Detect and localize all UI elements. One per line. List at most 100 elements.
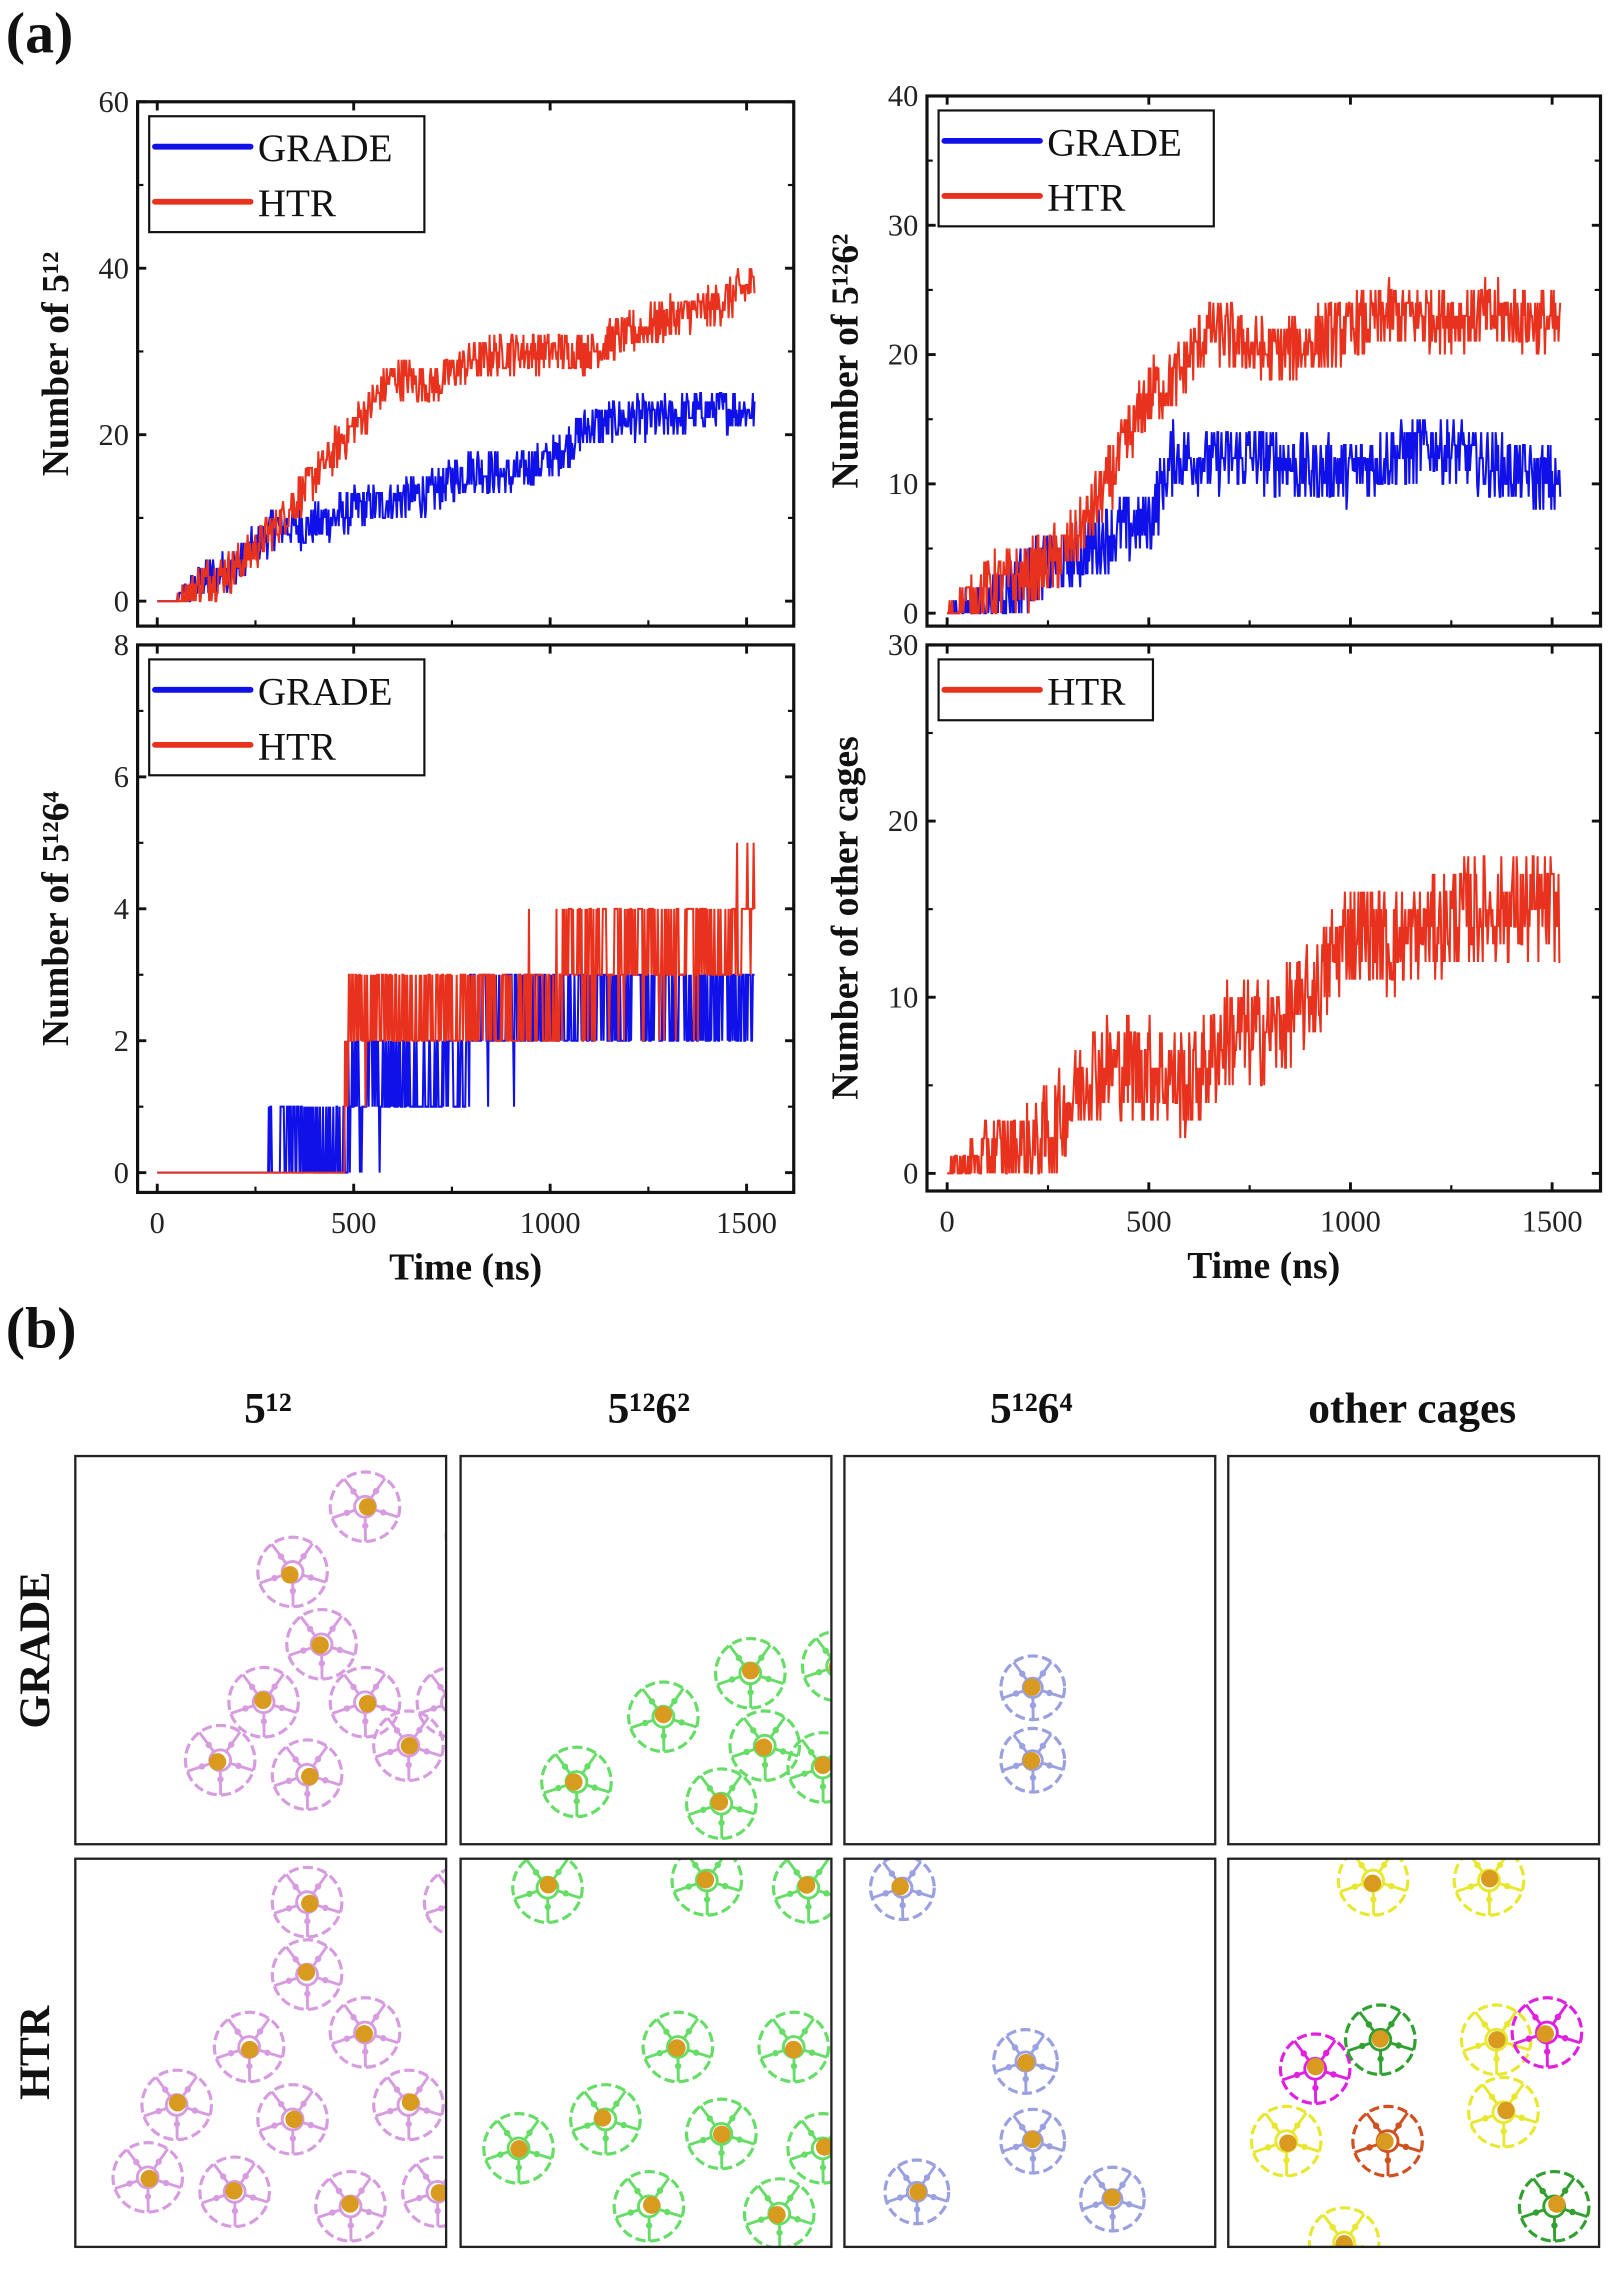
y-tick-label: 40 bbox=[99, 251, 129, 285]
cage-atom bbox=[897, 2194, 904, 2201]
cage-atom bbox=[1092, 2201, 1099, 2208]
cage-inner bbox=[135, 2165, 160, 2190]
cage-bond bbox=[491, 1539, 514, 1546]
cage bbox=[270, 1865, 344, 1939]
guest-molecule bbox=[208, 1753, 227, 1771]
cage-ring bbox=[684, 1767, 758, 1841]
cage-atom bbox=[289, 1587, 297, 1595]
cage-bond bbox=[745, 2215, 770, 2227]
cage-bond bbox=[906, 1860, 922, 1881]
row-header: GRADE bbox=[11, 1572, 59, 1729]
cage-bond bbox=[789, 2150, 814, 2161]
guest-molecule bbox=[168, 2094, 187, 2112]
cage-bond bbox=[460, 1508, 475, 1527]
y-axis-label: Number of 5¹²6² bbox=[824, 234, 866, 489]
cage-atom bbox=[721, 1882, 729, 1890]
cage-atom bbox=[1384, 2157, 1392, 2164]
cage-bond bbox=[1037, 1660, 1053, 1681]
cage-atom bbox=[285, 1905, 293, 1912]
x-tick-label: 500 bbox=[331, 1206, 377, 1240]
cage-bond bbox=[311, 1872, 329, 1895]
y-tick-label: 20 bbox=[888, 338, 918, 372]
cage-ring bbox=[800, 1630, 832, 1702]
guest-molecule bbox=[311, 1636, 329, 1654]
cage-atom bbox=[1022, 2075, 1029, 2083]
cage bbox=[868, 1858, 936, 1922]
cage-atom bbox=[1372, 2122, 1380, 2130]
cage-bond bbox=[726, 1774, 743, 1796]
cage bbox=[270, 1738, 344, 1812]
cage-inner bbox=[1484, 2027, 1509, 2052]
cage bbox=[1351, 2104, 1424, 2178]
cage-atom bbox=[714, 1861, 722, 1869]
cage-ring bbox=[612, 2169, 686, 2243]
x-axis-label: Time (ns) bbox=[1187, 1245, 1340, 1287]
cage-bond bbox=[1252, 2143, 1277, 2154]
cage-atom bbox=[899, 1902, 906, 1909]
cage-bond bbox=[239, 2162, 256, 2185]
cage-bond bbox=[688, 1858, 702, 1873]
cage-atom bbox=[362, 1718, 369, 1725]
cage-bond bbox=[1470, 2114, 1495, 2125]
cage-atom bbox=[372, 1683, 380, 1690]
cage-inner bbox=[280, 2107, 305, 2132]
image-frame bbox=[74, 1857, 448, 2249]
cage-atom bbox=[923, 2174, 931, 2181]
cage bbox=[1249, 2104, 1323, 2178]
cage-atom bbox=[285, 1977, 293, 1984]
cage-ring bbox=[270, 1865, 344, 1939]
cage-ring bbox=[401, 2155, 447, 2229]
cage-bond bbox=[1470, 1858, 1484, 1873]
cage-atom bbox=[1019, 2123, 1026, 2131]
cage-bond bbox=[583, 2090, 601, 2112]
cage-atom bbox=[466, 1517, 472, 1523]
cage-atom bbox=[1039, 2123, 1047, 2131]
cage-atom bbox=[1504, 1882, 1511, 1890]
cage-bond bbox=[687, 2135, 712, 2147]
cage-ring bbox=[1351, 2104, 1424, 2178]
cage-bond bbox=[1295, 2142, 1320, 2153]
series-line-htr bbox=[947, 276, 1562, 615]
cage-ring bbox=[256, 2083, 329, 2156]
cage-atom bbox=[300, 2100, 307, 2107]
cage-atom bbox=[416, 2194, 423, 2202]
cage-atom bbox=[126, 2180, 133, 2187]
cage-atom bbox=[1562, 2034, 1569, 2042]
cage-atom bbox=[1012, 2143, 1020, 2150]
legend-label-grade: GRADE bbox=[258, 127, 393, 170]
cage-atom bbox=[561, 1763, 569, 1770]
cage bbox=[627, 1680, 700, 1754]
cage-atom bbox=[306, 1625, 314, 1633]
guest-molecule bbox=[510, 2140, 528, 2158]
cage-atom bbox=[1377, 2055, 1384, 2063]
panel-label-b: (b) bbox=[6, 1295, 77, 1360]
cage-bond bbox=[921, 2164, 937, 2185]
guest-molecule bbox=[539, 1876, 558, 1894]
cage bbox=[999, 1654, 1067, 1722]
cage-bond bbox=[125, 2148, 143, 2170]
cage-bond bbox=[198, 1731, 216, 1753]
cage-bond bbox=[871, 1889, 894, 1900]
cage-bond bbox=[572, 2121, 597, 2133]
cage-atom bbox=[1365, 2021, 1373, 2028]
cage-bond bbox=[882, 1861, 898, 1881]
cage-atom bbox=[1125, 2201, 1133, 2208]
cage-inner bbox=[665, 2035, 690, 2059]
cage-atom bbox=[642, 1719, 649, 1727]
cage-bond bbox=[911, 1889, 934, 1899]
legend-box bbox=[937, 658, 1155, 722]
cage-atom bbox=[393, 1727, 401, 1734]
cage-atom bbox=[343, 2035, 351, 2042]
plot-frame bbox=[136, 100, 796, 628]
guest-molecule bbox=[784, 2040, 803, 2059]
cage-bond bbox=[244, 2193, 269, 2204]
cage-atom bbox=[489, 1517, 495, 1523]
cage-inner bbox=[1332, 2230, 1357, 2247]
cage-atom bbox=[1532, 2014, 1539, 2021]
cage-ring bbox=[328, 1996, 402, 2069]
cage-atom bbox=[1493, 2055, 1500, 2063]
guest-molecule bbox=[710, 1793, 729, 1811]
cage-inner bbox=[810, 2136, 832, 2161]
cage-bond bbox=[1455, 1882, 1480, 1894]
cage-atom bbox=[277, 2100, 285, 2108]
